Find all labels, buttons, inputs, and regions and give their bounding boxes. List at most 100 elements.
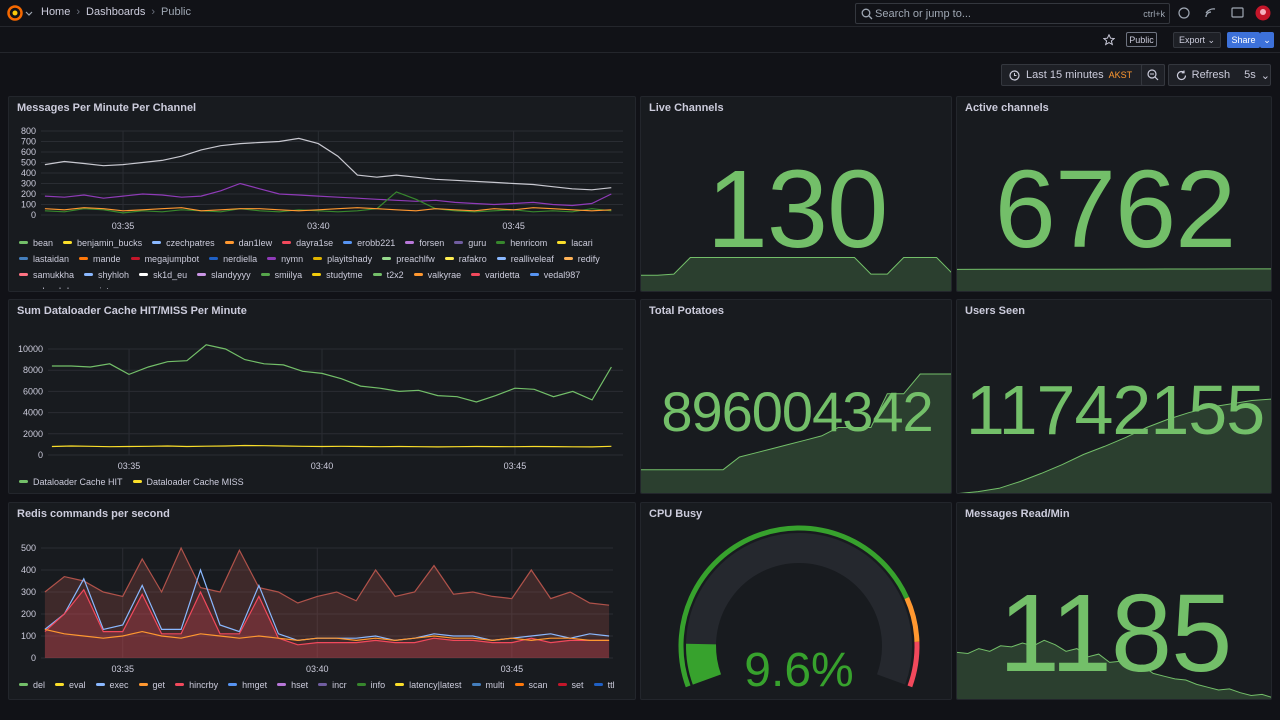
legend-item: exec: [95, 679, 129, 690]
panel-plot: 896004342: [641, 373, 951, 493]
legend-item: dayra1se: [282, 237, 333, 248]
timezone: AKST: [1108, 70, 1133, 80]
panel: 896004342 Total Potatoes: [640, 299, 952, 494]
sparkline-area: [957, 640, 1271, 699]
legend-label: eval: [69, 679, 86, 690]
legend: Dataloader Cache HIT Dataloader Cache MIS…: [19, 476, 625, 492]
legend-label: hmget: [242, 679, 268, 690]
panel-plot: 0 2000 4000 6000 8000 10000 03:35 03:40 03:45: [18, 344, 623, 471]
refresh-icon: [1176, 70, 1186, 80]
x-tick-label: 03:40: [311, 461, 334, 471]
legend-label: studytme: [326, 269, 363, 280]
gauge-label: 9.6%: [744, 644, 853, 697]
gauge-value: [686, 643, 722, 685]
share-button[interactable]: Share: [1227, 32, 1260, 48]
y-tick-label: 0: [31, 653, 36, 663]
legend-label: hset: [291, 679, 309, 690]
refresh-interval: 5s: [1244, 69, 1256, 81]
legend-swatch: [132, 480, 142, 483]
panel-title: CPU Busy: [649, 508, 703, 520]
legend-swatch: [79, 257, 89, 260]
refresh-picker[interactable]: Refresh 5s ⌄: [1168, 64, 1271, 86]
search-placeholder: Search or jump to...: [875, 8, 971, 20]
y-tick-label: 800: [21, 126, 36, 136]
y-tick-label: 10000: [18, 344, 43, 354]
x-tick-label: 03:35: [118, 461, 141, 471]
y-tick-label: 300: [21, 587, 36, 597]
legend-label: ttl: [607, 679, 615, 690]
legend-label: rafakro: [458, 253, 487, 264]
legend-item: realliveleaf: [496, 253, 554, 264]
legend-item: nymn: [267, 253, 303, 264]
legend-item: vulpeshd: [19, 285, 69, 290]
panel-plot: 11742155: [958, 371, 1271, 493]
legend-item: erobb221: [343, 237, 395, 248]
share-menu[interactable]: ⌄: [1260, 32, 1274, 48]
legend-item: vedal987: [529, 269, 580, 280]
legend-label: slandyyyy: [211, 269, 251, 280]
legend-label: sk1d_eu: [153, 269, 188, 280]
gauge-threshold: [907, 641, 920, 688]
legend-item: guru: [454, 237, 486, 248]
stat-value: 6762: [995, 148, 1236, 271]
legend-item: lastaidan: [19, 253, 69, 264]
legend-swatch: [313, 257, 323, 260]
y-tick-label: 300: [21, 179, 36, 189]
y-tick-label: 6000: [23, 386, 43, 396]
search[interactable]: Search or jump to... ctrl+k: [855, 3, 1170, 24]
legend-label: hincrby: [189, 679, 219, 690]
legend-label: multi: [485, 679, 505, 690]
star-button[interactable]: [1103, 34, 1115, 46]
legend-item: redify: [563, 253, 600, 264]
legend-item: smiilya: [260, 269, 303, 280]
legend-swatch: [63, 241, 73, 244]
legend-item: varidetta: [471, 269, 520, 280]
sparkline: [958, 398, 1271, 493]
panel-title: Users Seen: [965, 305, 1025, 317]
zoom-out[interactable]: [1141, 64, 1165, 86]
legend-label: smiilya: [274, 269, 303, 280]
legend-item: mande: [79, 253, 121, 264]
legend-swatch: [471, 683, 481, 686]
legend-swatch: [260, 273, 270, 276]
legend-item: del: [19, 679, 45, 690]
y-tick-label: 200: [21, 189, 36, 199]
x-tick-label: 03:45: [501, 664, 524, 674]
sparkline-area: [641, 257, 951, 291]
legend-swatch: [55, 683, 65, 686]
legend-item: info: [356, 679, 385, 690]
gauge-track: [686, 533, 912, 685]
legend-swatch: [19, 683, 28, 686]
legend-item: scan: [514, 679, 548, 690]
panel: 0 2000 4000 6000 8000 10000 03:35 03:40 03:45 Sum…: [8, 299, 636, 494]
legend-item: benjamin_bucks: [63, 237, 142, 248]
legend-item: rafakro: [444, 253, 487, 264]
legend-label: erobb221: [357, 237, 396, 248]
legend-label: nymn: [281, 253, 304, 264]
top-icons[interactable]: [1176, 5, 1276, 23]
legend-item: valkyrae: [413, 269, 461, 280]
legend: bean benjamin_bucks czechpatres dan1lew dayr…: [19, 237, 625, 289]
legend-label: realliveleaf: [510, 253, 554, 264]
y-tick-label: 500: [21, 543, 36, 553]
panel-title: Messages Per Minute Per Channel: [17, 102, 197, 114]
time-range: Last 15 minutes: [1026, 69, 1104, 81]
legend-swatch: [312, 273, 322, 276]
series-line: [44, 207, 612, 212]
breadcrumb[interactable]: Dashboards: [86, 6, 146, 18]
sparkline-area: [641, 374, 951, 493]
legend-swatch: [454, 241, 464, 244]
y-tick-label: 700: [21, 137, 36, 147]
x-tick-label: 03:35: [112, 221, 135, 231]
legend-item: studytme: [312, 269, 363, 280]
legend-swatch: [557, 241, 567, 244]
export-button[interactable]: Export ⌄: [1173, 32, 1221, 48]
breadcrumb[interactable]: Home: [41, 6, 71, 18]
y-tick-label: 0: [31, 210, 36, 220]
legend: del eval exec get hincrby hmget hset incr info la…: [19, 679, 625, 695]
y-tick-label: 0: [38, 450, 43, 460]
logo[interactable]: [7, 5, 33, 21]
legend-item: bean: [19, 237, 53, 248]
x-tick-label: 03:40: [306, 664, 329, 674]
